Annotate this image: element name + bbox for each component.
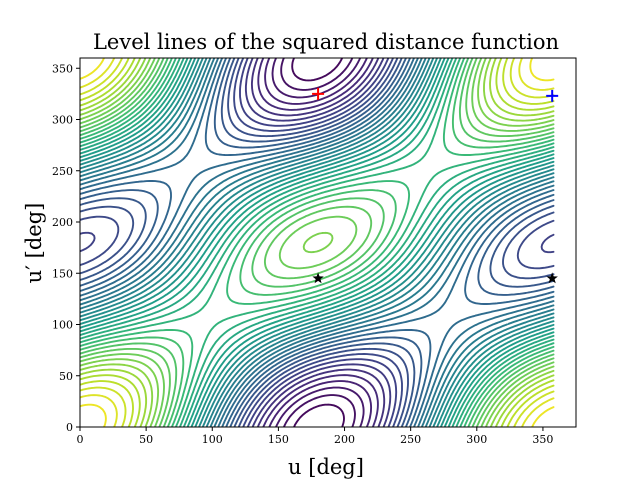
contour-level-line [80,58,555,427]
contour-level-line [80,58,555,427]
contour-level-line [257,58,379,427]
y-tick-label: 250 [52,165,73,178]
contour-level-line [80,58,555,427]
contour-level-line [80,58,555,427]
contour-level-line [80,58,555,427]
contour-level-line [264,58,373,427]
contour-level-line [80,58,555,427]
plus-marker [546,89,559,102]
contour-level-line [80,58,555,427]
contour-level-line [80,58,555,427]
x-tick-label: 350 [532,433,553,446]
y-tick-label: 0 [66,421,73,434]
x-tick-label: 250 [400,433,421,446]
y-tick-label: 150 [52,267,73,280]
x-tick-label: 0 [77,433,84,446]
contour-level-line [271,58,365,427]
y-tick-label: 100 [52,319,73,332]
contour-level-line [80,58,555,427]
contour-level-line [80,58,555,427]
y-tick-label: 350 [52,62,73,75]
y-tick-label: 300 [52,114,73,127]
markers [312,87,559,284]
contour-level-line [80,58,555,427]
y-axis-label: u′ [deg] [22,203,46,284]
contour-level-line [80,58,555,427]
plus-marker [312,87,325,100]
contour-level-line [80,58,555,427]
contour-level-line [80,58,555,427]
star-marker [546,272,558,284]
contour-level-line [80,58,555,427]
contour-level-line [80,58,555,427]
contour-level-line [80,58,555,427]
contour-level-line [80,58,555,427]
y-tick-label: 50 [59,370,73,383]
contour-level-line [250,58,386,427]
x-axis-label: u [deg] [288,455,364,479]
x-tick-label: 100 [202,433,223,446]
contour-level-line [280,58,356,427]
contour-level-line [80,58,555,427]
contour-level-line [80,58,555,427]
contour-level-line [80,58,555,427]
contour-lines [80,58,555,427]
y-tick-label: 200 [52,216,73,229]
x-tick-label: 150 [268,433,289,446]
contour-level-line [80,58,555,427]
contour-level-line [291,58,345,427]
contour-level-line [80,58,555,427]
x-tick-label: 300 [466,433,487,446]
star-marker [312,272,324,284]
contour-level-line [80,58,555,427]
y-axis-ticks: 0 50 100 150 200 250 300 350 [52,62,80,434]
contour-level-line [80,58,555,427]
contour-level-line [80,58,555,427]
contour-level-line [80,58,555,427]
plot-frame [79,57,577,428]
contour-level-line [80,58,555,427]
x-axis-ticks: 0 50 100 150 200 250 300 350 [77,427,553,446]
x-tick-label: 50 [139,433,153,446]
chart-title: Level lines of the squared distance func… [93,30,559,54]
x-tick-label: 200 [334,433,355,446]
